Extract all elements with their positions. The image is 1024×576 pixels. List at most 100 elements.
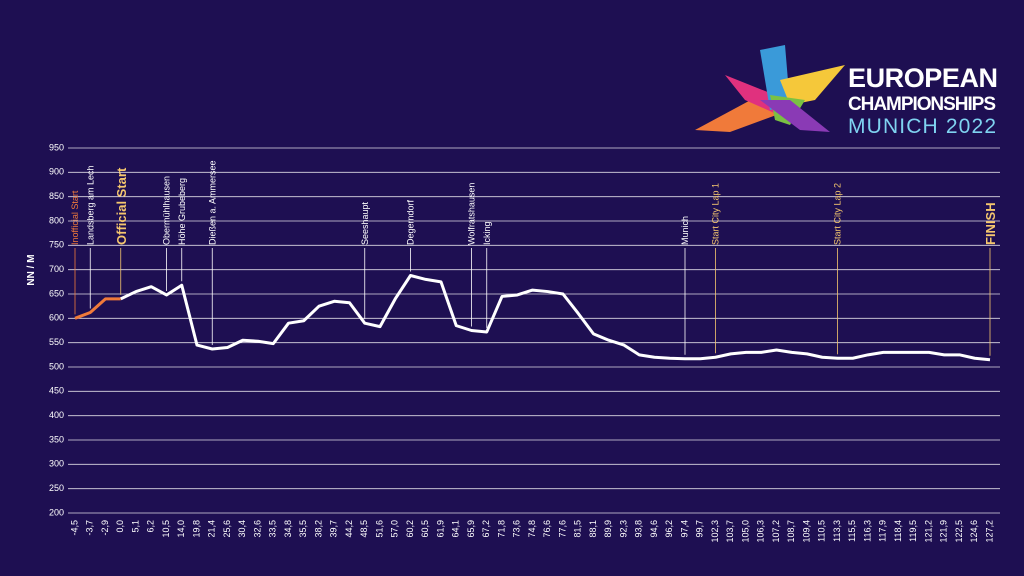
- x-tick-label: 89,9: [603, 520, 613, 538]
- x-tick-label: 77,6: [557, 520, 567, 538]
- x-tick-label: 127,2: [984, 520, 994, 543]
- annotation-label: Landsberg am Lech: [85, 165, 95, 245]
- y-tick-label: 400: [49, 410, 64, 420]
- annotation-label: Seeshaupt: [360, 201, 370, 245]
- annotation-label: Official Start: [114, 167, 129, 245]
- x-tick-label: 44,2: [344, 520, 354, 538]
- x-tick-label: 34,8: [283, 520, 293, 538]
- y-tick-label: 550: [49, 337, 64, 347]
- annotation-label: Obermühlhausen: [162, 176, 172, 245]
- x-tick-label: 39,7: [329, 520, 339, 538]
- x-tick-label: 32,6: [252, 520, 262, 538]
- x-tick-label: 60,2: [405, 520, 415, 538]
- y-tick-label: 450: [49, 386, 64, 396]
- x-tick-label: 92,3: [618, 520, 628, 538]
- annotation-label: Degerndorf: [406, 199, 416, 245]
- x-tick-label: 115,5: [847, 520, 857, 542]
- y-tick-label: 800: [49, 215, 64, 225]
- x-tick-label: 38,2: [313, 520, 323, 538]
- x-tick-label: 64,1: [451, 520, 461, 538]
- x-tick-label: 6,2: [146, 520, 156, 533]
- y-tick-label: 600: [49, 313, 64, 323]
- y-tick-label: 900: [49, 167, 64, 177]
- annotation-label: Inofficial Start: [70, 190, 80, 245]
- x-tick-label: 48,5: [359, 520, 369, 538]
- x-tick-label: 25,6: [222, 520, 232, 538]
- x-tick-label: 71,8: [496, 520, 506, 538]
- x-tick-label: 21,4: [207, 520, 217, 538]
- y-tick-label: 750: [49, 240, 64, 250]
- x-tick-label: 109,4: [801, 520, 811, 543]
- x-tick-label: 121,9: [939, 520, 949, 543]
- y-tick-label: 300: [49, 459, 64, 469]
- brand-line: MUNICH 2022: [848, 115, 996, 138]
- x-tick-label: 73,6: [512, 520, 522, 538]
- x-tick-label: 116,3: [862, 520, 872, 542]
- annotation-label: Start City Lap 2: [833, 183, 843, 245]
- x-tick-label: -3,7: [85, 520, 95, 536]
- brand-line: EUROPEAN: [848, 63, 998, 93]
- elevation-line: [74, 297, 121, 320]
- x-tick-label: 74,8: [527, 520, 537, 538]
- y-tick-label: 500: [49, 361, 64, 371]
- x-tick-label: 99,7: [695, 520, 705, 538]
- x-tick-label: 0,0: [115, 520, 125, 533]
- x-tick-label: 30,4: [237, 520, 247, 538]
- x-tick-label: 67,2: [481, 520, 491, 538]
- x-tick-label: 10,5: [161, 520, 171, 538]
- y-tick-label: 250: [49, 483, 64, 493]
- x-tick-label: 96,2: [664, 520, 674, 538]
- y-tick-label: 700: [49, 264, 64, 274]
- x-tick-label: 113,3: [832, 520, 842, 542]
- x-tick-label: 61,9: [435, 520, 445, 538]
- x-tick-label: 94,6: [649, 520, 659, 538]
- x-tick-label: 102,3: [710, 520, 720, 543]
- x-tick-label: 60,5: [420, 520, 430, 538]
- annotation-label: Start City Lap 1: [711, 183, 721, 245]
- x-tick-label: 107,2: [771, 520, 781, 543]
- annotation-label: Wolfratshausen: [467, 183, 477, 245]
- x-tick-label: 81,5: [573, 520, 583, 538]
- y-tick-label: 850: [49, 191, 64, 201]
- x-tick-label: 105,0: [740, 520, 750, 543]
- x-tick-label: -2,9: [100, 520, 110, 536]
- x-tick-label: 119,5: [908, 520, 918, 542]
- annotation-label: Höhe Grubeberg: [177, 178, 187, 245]
- x-tick-label: 14,0: [176, 520, 186, 538]
- x-tick-label: 76,6: [542, 520, 552, 538]
- x-tick-label: 108,7: [786, 520, 796, 543]
- x-tick-label: 97,4: [679, 520, 689, 538]
- x-tick-label: 19,8: [191, 520, 201, 538]
- x-tick-label: -4,5: [69, 520, 79, 536]
- x-tick-label: 124,6: [969, 520, 979, 543]
- x-tick-label: 88,1: [588, 520, 598, 538]
- y-tick-label: 350: [49, 434, 64, 444]
- annotation-label: Dießen a. Ammersee: [207, 160, 217, 245]
- x-tick-label: 106,3: [756, 520, 766, 543]
- x-tick-label: 118,4: [893, 520, 903, 542]
- annotation-label: FINISH: [983, 202, 998, 245]
- y-axis-label: NN / M: [26, 254, 37, 285]
- x-tick-label: 122,5: [954, 520, 964, 543]
- x-tick-label: 103,7: [725, 520, 735, 543]
- x-tick-label: 110,5: [817, 520, 827, 542]
- y-tick-label: 950: [49, 142, 64, 152]
- elevation-line: [120, 274, 991, 362]
- y-tick-label: 650: [49, 288, 64, 298]
- x-tick-label: 93,8: [634, 520, 644, 538]
- annotation-label: Munich: [680, 216, 690, 245]
- brand-line: CHAMPIONSHIPS: [848, 94, 996, 115]
- x-tick-label: 5,1: [130, 520, 140, 533]
- x-tick-label: 33,5: [268, 520, 278, 538]
- logo: EUROPEAN CHAMPIONSHIPS MUNICH 2022: [695, 45, 998, 138]
- annotation-label: Icking: [482, 221, 492, 245]
- x-tick-label: 121,2: [923, 520, 933, 543]
- x-tick-label: 51,6: [374, 520, 384, 538]
- x-tick-label: 65,9: [466, 520, 476, 538]
- y-tick-label: 200: [49, 507, 64, 517]
- x-tick-label: 117,9: [878, 520, 888, 542]
- x-tick-label: 57,0: [390, 520, 400, 538]
- x-tick-label: 35,5: [298, 520, 308, 538]
